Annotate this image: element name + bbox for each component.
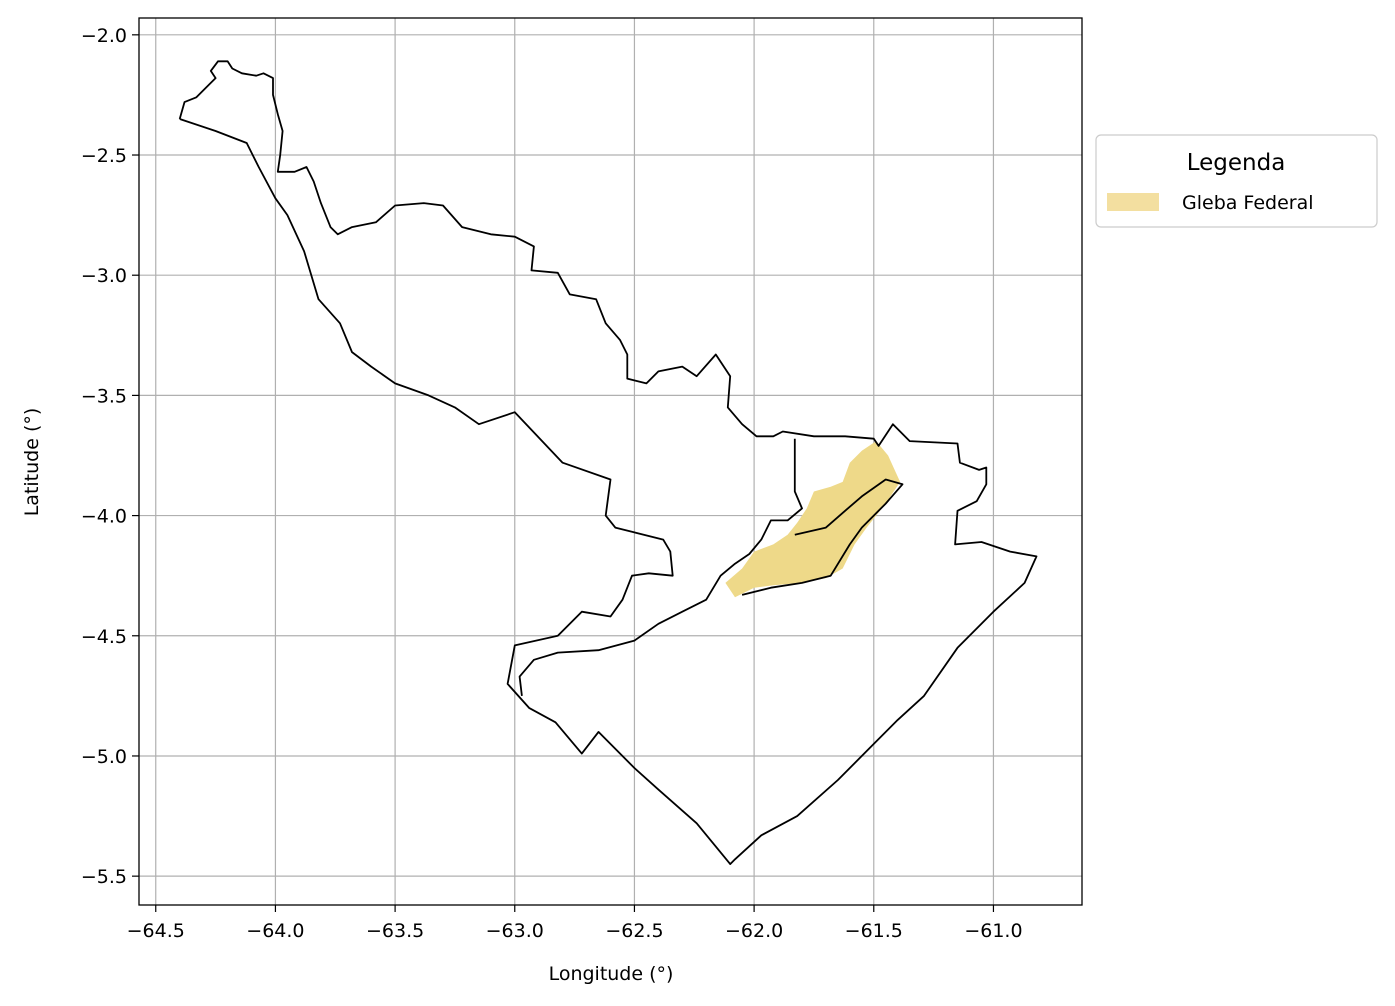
grid-lines xyxy=(139,18,1082,905)
x-tick-label: −63.5 xyxy=(366,920,424,942)
legend-entry-gleba-federal: Gleba Federal xyxy=(1182,192,1314,214)
y-tick-label: −2.5 xyxy=(81,145,127,167)
y-tick-label: −2.0 xyxy=(81,25,127,47)
x-tick-label: −64.5 xyxy=(127,920,185,942)
y-tick-label: −3.5 xyxy=(81,385,127,407)
y-axis-label: Latitude (°) xyxy=(21,408,43,517)
inner-boundary-east xyxy=(741,478,904,596)
x-tick-label: −61.5 xyxy=(845,920,903,942)
x-axis-label: Longitude (°) xyxy=(549,963,674,985)
x-tick-label: −61.0 xyxy=(964,920,1022,942)
y-tick-label: −4.5 xyxy=(81,626,127,648)
inner-boundary-west xyxy=(518,438,803,697)
municipality-boundary xyxy=(178,60,1038,865)
y-axis-ticks: −2.0 −2.5 −3.0 −3.5 −4.0 −4.5 −5.0 −5.5 xyxy=(81,25,139,888)
map-layers xyxy=(178,60,1038,865)
x-axis-ticks: −64.5 −64.0 −63.5 −63.0 −62.5 −62.0 −61.5 −61.0 xyxy=(127,905,1023,942)
y-tick-label: −5.0 xyxy=(81,746,127,768)
legend-box xyxy=(1095,134,1378,228)
gleba-federal xyxy=(725,441,901,598)
y-tick-label: −4.0 xyxy=(81,506,127,528)
legend: Legenda Gleba Federal xyxy=(1095,134,1378,228)
plot-frame xyxy=(138,17,1083,906)
x-tick-label: −62.5 xyxy=(605,920,663,942)
legend-swatch-gleba-federal xyxy=(1107,193,1159,211)
x-tick-label: −63.0 xyxy=(486,920,544,942)
legend-title: Legenda xyxy=(1187,150,1286,176)
x-tick-label: −62.0 xyxy=(725,920,783,942)
y-tick-label: −3.0 xyxy=(81,265,127,287)
y-tick-label: −5.5 xyxy=(81,866,127,888)
x-tick-label: −64.0 xyxy=(246,920,304,942)
